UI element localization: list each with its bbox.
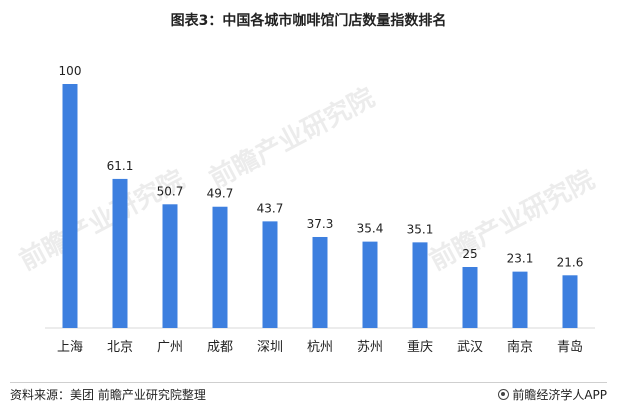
x-tick-label: 北京: [107, 340, 133, 355]
bar: [62, 84, 78, 328]
bar: [262, 221, 278, 328]
data-label: 35.4: [357, 222, 384, 236]
x-tick-label: 苏州: [357, 339, 383, 355]
bar: [512, 271, 528, 328]
data-label: 21.6: [557, 255, 584, 269]
bar: [362, 241, 378, 328]
x-tick-label: 青岛: [557, 339, 583, 355]
data-label: 50.7: [157, 184, 184, 198]
bar: [162, 204, 178, 328]
brand-label: 前瞻经济学人APP: [498, 386, 607, 403]
data-label: 43.7: [257, 201, 284, 215]
bar: [212, 206, 228, 328]
brand-logo-icon: [498, 389, 510, 400]
x-tick-label: 重庆: [407, 339, 433, 355]
footer-divider: [10, 382, 607, 383]
bar: [562, 275, 578, 328]
bar: [312, 236, 328, 328]
data-label: 25: [462, 247, 477, 261]
x-tick-label: 武汉: [457, 340, 483, 355]
x-tick-label: 深圳: [257, 340, 283, 355]
data-label: 100: [59, 64, 82, 78]
data-label: 23.1: [507, 252, 534, 266]
data-label: 35.1: [407, 222, 434, 236]
bar: [462, 267, 478, 328]
source-note: 资料来源：美团 前瞻产业研究院整理: [10, 388, 206, 402]
bar: [412, 242, 428, 328]
data-label: 49.7: [207, 187, 234, 201]
data-label: 61.1: [107, 159, 134, 173]
x-tick-label: 南京: [507, 339, 533, 355]
x-tick-label: 上海: [57, 340, 83, 355]
brand-text: 前瞻经济学人APP: [512, 388, 607, 402]
x-tick-label: 杭州: [307, 340, 333, 355]
chart-title: 图表3：中国各城市咖啡馆门店数量指数排名: [170, 13, 447, 29]
x-tick-label: 成都: [207, 340, 233, 355]
bar: [112, 178, 128, 328]
data-label: 37.3: [307, 217, 334, 231]
x-tick-label: 广州: [157, 340, 183, 355]
